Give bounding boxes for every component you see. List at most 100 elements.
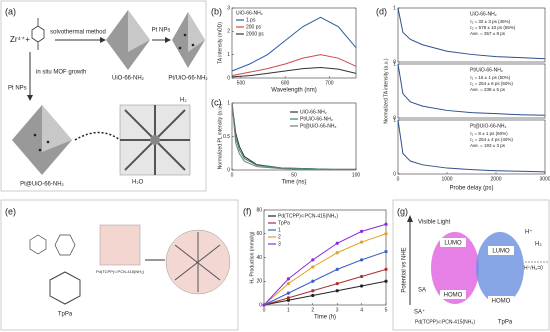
pt-dot [183, 33, 187, 37]
linker-label: TpPa [58, 312, 73, 318]
fit-note: Ave. = 238 ± 5 ps [470, 87, 506, 92]
level [488, 296, 514, 305]
data-line [397, 119, 546, 173]
y-tick-label: 0.5 [223, 134, 230, 140]
species-label: H₂ [535, 242, 542, 248]
data-line [263, 268, 387, 306]
fit-note: τ₂ = 254 ± 4 ps (40%) [470, 137, 513, 142]
x-tick-label: 3 [336, 307, 339, 313]
panel-e: (e) TpPa Pd(TCPP)⊂PCN-415(NH₂) [5, 206, 231, 318]
data-point [286, 298, 290, 302]
panel-frame [0, 0, 207, 192]
fit-note: Ave. = 357 ± 8 ps [470, 31, 506, 36]
legend-label: 200 ps [246, 24, 262, 30]
fit-note: τ₂ = 254 ± 6 ps (50%) [470, 81, 513, 86]
y-tick-label: 1 [227, 52, 230, 58]
plot-frame [397, 63, 546, 119]
data-point [384, 222, 388, 226]
plot-frame [231, 102, 357, 171]
panel-g: (g) Potential vs NHE Visible Light LUMO … [397, 206, 548, 326]
pt-dot [33, 133, 37, 137]
material-label: Pt/UiO-66-NH₂ [168, 76, 208, 82]
legend-label: 2000 ps [246, 31, 264, 37]
pt-dot [191, 43, 195, 47]
data-point [360, 284, 364, 288]
data-line [263, 223, 387, 306]
data-point [335, 267, 339, 271]
data-point [384, 279, 388, 283]
data-point [311, 258, 315, 262]
material-label: UiO-66-NH₂ [112, 76, 145, 82]
data-point [360, 240, 364, 244]
fit-note: Ave. = 193 ± 3 ps [470, 143, 506, 148]
y-axis-title: Normalized TA intensity (a.u.) [383, 58, 389, 123]
data-point [286, 282, 290, 286]
legend-label: Pt/UiO-66-NH₂ [300, 116, 333, 122]
legend-label: 1 [278, 227, 281, 233]
legend-label: Pd(TCPP)⊂PCN-415(NH₂) [278, 213, 338, 219]
step-label: solvothermal method [50, 30, 106, 36]
data-line [263, 233, 387, 306]
species-label: H⁺ [525, 229, 533, 236]
legend-label: 1 ps [246, 17, 256, 23]
x-tick-label: 4 [360, 307, 363, 313]
y-tick-label: 1 [227, 100, 230, 106]
data-line [231, 66, 357, 78]
octahedron-face [128, 10, 150, 52]
data-point [286, 296, 290, 300]
data-line [263, 251, 387, 306]
arrow-head [27, 95, 33, 101]
y-tick-label: 0 [393, 59, 396, 65]
panel-label: (d) [376, 6, 387, 16]
data-line [231, 102, 356, 170]
x-tick-label: 100 [352, 172, 361, 178]
composite-bonds [174, 232, 221, 292]
data-point [335, 251, 339, 255]
acceptor-label: TpPa [498, 320, 513, 326]
data-line [263, 280, 387, 306]
x-axis-title: Wavelength (nm) [271, 88, 316, 94]
level [440, 238, 466, 247]
legend-label: TpPa [278, 220, 290, 226]
x-tick-label: 0 [397, 176, 400, 182]
product-label: H₂ [180, 98, 187, 104]
chart-title: UiO-66-NH₂ [236, 10, 263, 16]
y-tick-label: 0 [227, 75, 230, 81]
pt-dot [178, 46, 182, 50]
step-label: Pt NPs [8, 86, 27, 92]
data-point [311, 289, 315, 293]
x-tick-label: 600 [281, 80, 290, 86]
linker-icon [31, 18, 45, 50]
donor-ellipse [431, 232, 479, 304]
data-point [335, 282, 339, 286]
light-label: Visible Light [418, 220, 451, 226]
x-tick-label: 500 [237, 80, 246, 86]
arrow-head [165, 37, 171, 43]
legend-label: UiO-66-NH₂ [300, 109, 327, 115]
data-line [231, 102, 356, 170]
y-axis-title: H₂ Production (mmol/g) [249, 231, 255, 283]
data-point [384, 249, 388, 254]
y-axis-title: Normalized PL intensity (a.u.) [217, 103, 223, 169]
y-tick-label: 1 [393, 61, 396, 67]
panel-label: (f) [243, 206, 252, 216]
product-label: Pd(TCPP)⊂PCN-415(NH₂) [96, 269, 145, 274]
data-point [360, 274, 364, 279]
x-tick-label: 3000 [539, 176, 550, 182]
panel-frame [0, 199, 239, 331]
y-tick-label: 40 [256, 255, 262, 261]
step-label: in situ MOF growth [36, 70, 86, 76]
molecule [29, 234, 76, 256]
level-label: LUMO [492, 249, 510, 255]
data-point [335, 241, 339, 245]
zoom-arrow [74, 131, 121, 141]
panel-label: (g) [397, 206, 408, 216]
pt-cluster [150, 135, 160, 145]
data-line [231, 102, 356, 170]
data-point [311, 293, 315, 298]
species-label: SA [418, 288, 426, 294]
y-tick-label: 2 [227, 29, 230, 35]
panel-label: (c) [211, 97, 222, 107]
data-point [311, 265, 315, 269]
y-tick-label: 1 [393, 5, 396, 11]
